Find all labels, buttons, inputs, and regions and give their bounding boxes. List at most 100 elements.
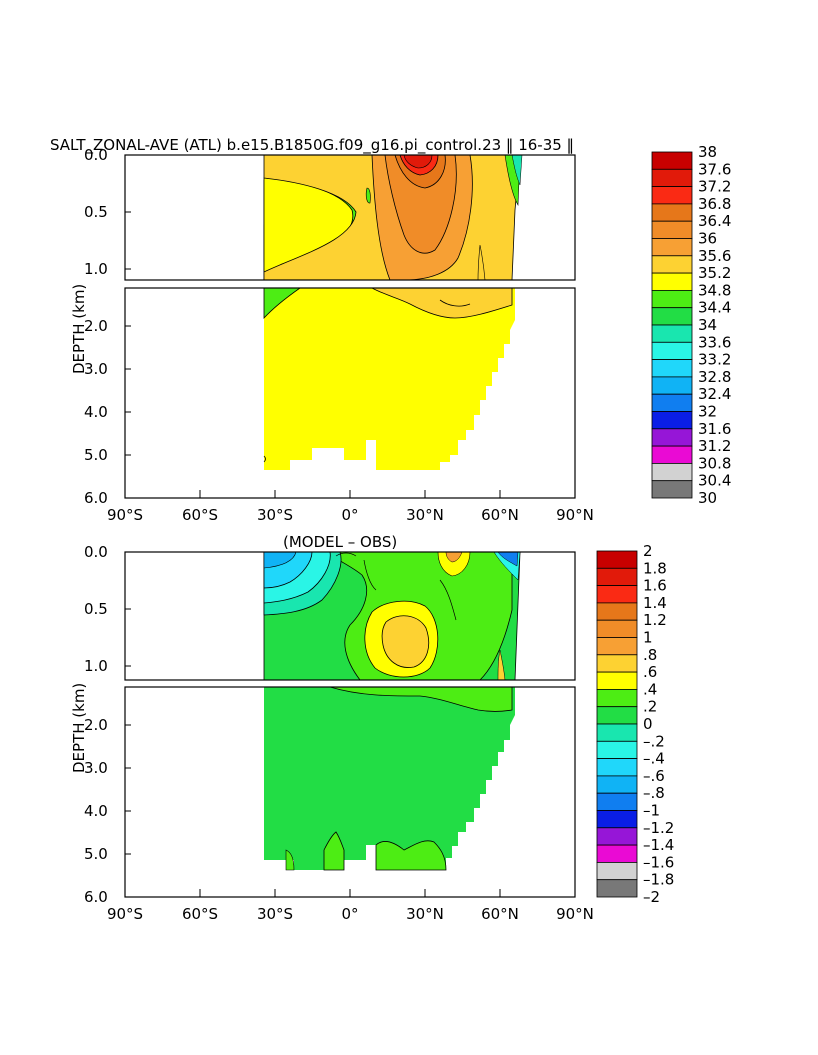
colorbar-swatch	[651, 238, 693, 257]
tick-label-y: 6.0	[84, 888, 108, 906]
difference-colorbar: 21.81.61.41.21.8.6.4.20–.2–.4–.6–.8–1–1.…	[596, 542, 674, 906]
difference-title: (MODEL – OBS)	[283, 533, 397, 551]
salinity-lower-field	[263, 288, 515, 470]
tick-label-y: 4.0	[84, 802, 108, 820]
colorbar-swatch	[651, 220, 693, 239]
region-bias-0-8	[381, 615, 430, 668]
tick-label-y: 1.0	[84, 657, 108, 675]
colorbar-label: 1.8	[643, 559, 667, 577]
colorbar-label: 38	[698, 143, 717, 161]
difference-y-ticks	[125, 551, 131, 855]
colorbar-swatch	[651, 255, 693, 274]
colorbar-swatch	[596, 810, 638, 829]
colorbar-swatch	[651, 151, 693, 170]
colorbar-label: 33.2	[698, 351, 731, 369]
region-bias-floor	[375, 840, 447, 871]
difference-y-axis-label: DEPTH (km)	[70, 683, 88, 773]
colorbar-label: 2	[643, 542, 653, 560]
colorbar-swatch	[651, 341, 693, 360]
colorbar-label: 36.4	[698, 212, 731, 230]
colorbar-swatch	[651, 203, 693, 222]
colorbar-swatch	[596, 689, 638, 708]
tick-label-x: 30°N	[406, 506, 444, 524]
colorbar-label: 36.8	[698, 195, 731, 213]
salinity-y-ticks	[125, 154, 131, 456]
contour-south	[335, 552, 457, 621]
salinity-upper-frame	[124, 154, 576, 281]
colorbar-label: 34.4	[698, 299, 731, 317]
region-bias-floor-far	[285, 849, 295, 871]
colorbar-label: 32.4	[698, 385, 731, 403]
tick-label-y: 1.0	[84, 260, 108, 278]
tick-label-y: 3.0	[84, 360, 108, 378]
colorbar-swatch	[596, 723, 638, 742]
colorbar-swatch	[596, 619, 638, 638]
colorbar-swatch	[651, 428, 693, 447]
colorbar-label: –1.8	[643, 871, 674, 889]
colorbar-label: .4	[643, 680, 657, 698]
tick-label-y: 5.0	[84, 446, 108, 464]
region-bias-deep-0-4	[329, 687, 513, 712]
colorbar-label: –1	[643, 802, 660, 820]
difference-lower-field	[264, 687, 515, 871]
tick-label-x: 60°N	[481, 506, 519, 524]
difference-x-labels: 90°S 60°S 30°S 0° 30°N 60°N 90°N	[107, 905, 594, 923]
tick-label-x: 90°S	[107, 905, 143, 923]
colorbar-label: .6	[643, 663, 657, 681]
tick-label-y: 2.0	[84, 317, 108, 335]
colorbar-label: 35.2	[698, 264, 731, 282]
colorbar-label: 30	[698, 489, 717, 507]
salinity-panel: SALT_ZONAL-AVE (ATL) b.e15.B1850G.f09_g1…	[50, 136, 731, 524]
colorbar-swatch	[651, 393, 693, 412]
region-eq-lens	[365, 187, 371, 204]
colorbar-swatch	[651, 307, 693, 326]
colorbar-label: 37.6	[698, 160, 731, 178]
colorbar-swatch	[596, 879, 638, 898]
colorbar-label: 31.2	[698, 437, 731, 455]
colorbar-swatch	[596, 585, 638, 604]
colorbar-label: 31.6	[698, 420, 731, 438]
region-bias-ne-1	[445, 552, 463, 563]
colorbar-label: 0	[643, 715, 653, 733]
colorbar-swatch	[596, 844, 638, 863]
region-deep-upper-35-6	[371, 288, 513, 319]
region-bias-deep-0-2	[264, 687, 515, 870]
tick-label-x: 90°S	[107, 506, 143, 524]
colorbar-swatch	[651, 289, 693, 309]
colorbar-label: –.6	[643, 767, 665, 785]
difference-y-labels: 0.0 0.5 1.0 2.0 3.0 4.0 5.0 6.0	[84, 543, 108, 906]
salinity-colorbar: 3837.637.236.836.43635.635.234.834.43433…	[651, 143, 731, 507]
tick-label-y: 0.0	[84, 543, 108, 561]
region-bias-north-spike	[497, 649, 506, 680]
salinity-x-ticks	[124, 490, 576, 498]
tick-label-x: 0°	[341, 506, 358, 524]
tick-label-x: 30°N	[406, 905, 444, 923]
colorbar-swatch	[596, 706, 638, 725]
colorbar-label: 30.4	[698, 472, 731, 490]
colorbar-label: 34.8	[698, 281, 731, 299]
colorbar-swatch	[651, 324, 693, 343]
colorbar-label: 36	[698, 230, 717, 248]
tick-label-x: 60°N	[481, 905, 519, 923]
colorbar-swatch	[651, 168, 693, 188]
tick-label-y: 0.0	[84, 146, 108, 164]
colorbar-swatch	[596, 637, 638, 656]
colorbar-label: 30.8	[698, 454, 731, 472]
colorbar-label: –2	[643, 888, 660, 906]
colorbar-swatch	[596, 740, 638, 759]
colorbar-label: 34	[698, 316, 717, 334]
salinity-y-labels: 0.0 0.5 1.0 2.0 3.0 4.0 5.0 6.0	[84, 146, 108, 507]
region-bias-floor-south	[323, 831, 345, 871]
region-bias-arctic-core	[497, 552, 519, 567]
colorbar-label: 1.2	[643, 611, 667, 629]
colorbar-label: 32	[698, 403, 717, 421]
colorbar-swatch	[596, 792, 638, 811]
colorbar-label: 1.6	[643, 577, 667, 595]
colorbar-swatch	[651, 411, 693, 430]
colorbar-swatch	[596, 550, 638, 569]
colorbar-swatch	[651, 376, 693, 395]
tick-label-x: 60°S	[182, 905, 218, 923]
colorbar-label: 33.6	[698, 333, 731, 351]
salinity-upper-field	[263, 155, 523, 280]
tick-label-y: 4.0	[84, 403, 108, 421]
